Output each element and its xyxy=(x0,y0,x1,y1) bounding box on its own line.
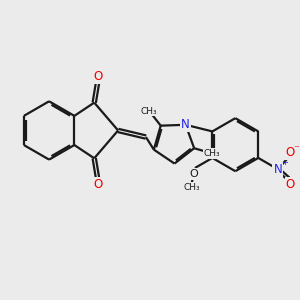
Text: CH₃: CH₃ xyxy=(204,149,220,158)
Text: O: O xyxy=(190,169,198,179)
Text: O: O xyxy=(285,146,294,159)
Text: O: O xyxy=(93,178,102,190)
Text: O: O xyxy=(286,178,295,191)
Text: CH₃: CH₃ xyxy=(141,106,158,116)
Text: O: O xyxy=(93,70,102,83)
Text: +: + xyxy=(281,158,288,167)
Text: N: N xyxy=(273,163,282,176)
Text: N: N xyxy=(181,118,190,131)
Text: CH₃: CH₃ xyxy=(184,183,200,192)
Text: ⁻: ⁻ xyxy=(293,144,299,154)
